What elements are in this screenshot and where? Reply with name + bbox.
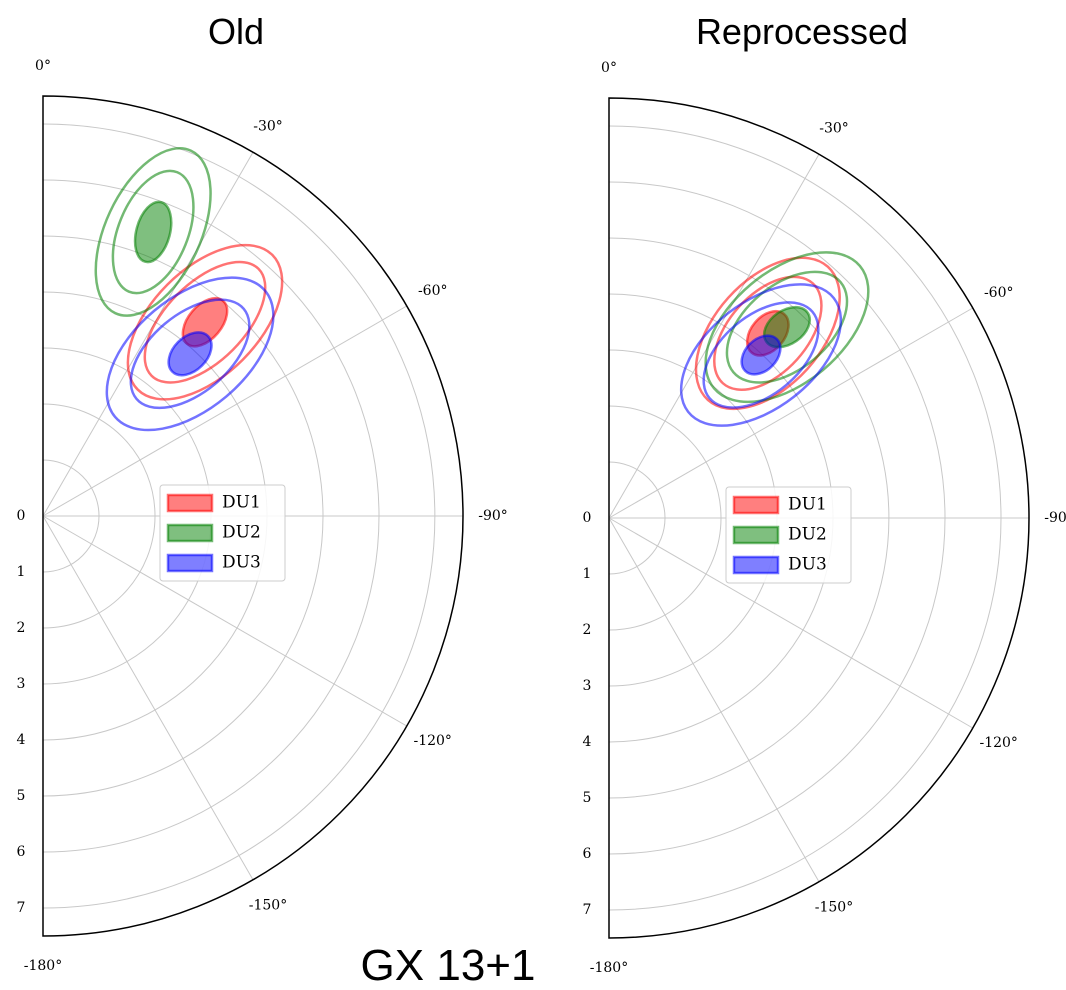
r-tick-label: 3 [17,676,26,692]
contour-core [133,200,173,264]
r-tick-label: 3 [583,678,592,694]
theta-tick-label: -60° [418,283,448,299]
contour-ring [704,251,870,404]
grid-spoke [42,152,254,517]
r-tick-label: 4 [583,734,592,750]
r-tick-label: 0 [17,508,26,524]
grid-spoke [608,154,820,519]
grid-spoke [608,307,973,519]
chart-title: Reprocessed [696,11,908,52]
polar-chart: Old 0 1 2 3 4 5 6 7 0° -30° -60° -90° -120° -150° -180°… [17,11,508,974]
theta-tick-label: -120° [413,733,451,749]
grid-spoke [42,305,407,517]
r-tick-label: 6 [17,844,26,860]
r-tick-label: 5 [583,790,592,806]
r-tick-label: 1 [583,566,592,582]
r-tick-label: 2 [17,620,26,636]
axis-spine [42,95,464,937]
theta-tick-label: -180° [590,960,628,976]
theta-tick-label: -90° [478,508,508,524]
polar-chart: Reprocessed 0 1 2 3 4 5 6 7 0° -30° -60° -90° -120° -1… [583,11,1066,976]
figure-title: GX 13+1 [361,941,536,990]
legend-swatch [732,555,780,575]
legend-label: DU2 [788,525,827,545]
r-tick-label: 7 [17,900,26,916]
r-tick-label: 2 [583,622,592,638]
r-tick-label: 7 [583,902,592,918]
contour-ring [679,283,843,427]
legend-label: DU3 [788,555,827,575]
contour-ring [111,169,195,295]
theta-tick-label: -90° [1044,510,1066,526]
theta-tick-label: -60° [984,285,1014,301]
contour-ring [694,256,841,411]
grid-spoke [42,515,254,880]
theta-tick-label: -150° [249,898,287,914]
r-tick-label: 6 [583,846,592,862]
legend-swatch [732,525,780,545]
theta-tick-label: -150° [815,900,853,916]
theta-tick-label: -180° [24,958,62,974]
axis-spine [608,97,1030,939]
grid-spoke [608,517,973,729]
r-tick-label: 4 [17,732,26,748]
contour-ring [129,298,251,410]
legend-label: DU2 [222,523,261,543]
legend-label: DU1 [222,493,261,513]
r-tick-label: 1 [17,564,26,580]
chart-title: Old [208,11,264,52]
grid-spoke [608,517,820,882]
legend-label: DU3 [222,553,261,573]
legend-label: DU1 [788,495,827,515]
r-tick-label: 0 [583,510,592,526]
legend-swatch [166,493,214,513]
grid-spoke [42,515,407,727]
legend-swatch [166,553,214,573]
contour-ring [105,276,275,432]
contour-ring [126,243,284,401]
legend-swatch [166,523,214,543]
contour-core [167,331,213,377]
contour-ring [713,275,823,391]
theta-tick-label: -30° [819,120,849,136]
theta-tick-label: 0° [35,58,51,74]
theta-tick-label: 0° [601,60,617,76]
contour-ring [702,301,820,409]
theta-tick-label: -120° [979,735,1017,751]
legend-swatch [732,495,780,515]
theta-tick-label: -30° [253,118,283,134]
contour-ring [94,147,212,317]
contour-core [740,334,782,376]
r-tick-label: 5 [17,788,26,804]
